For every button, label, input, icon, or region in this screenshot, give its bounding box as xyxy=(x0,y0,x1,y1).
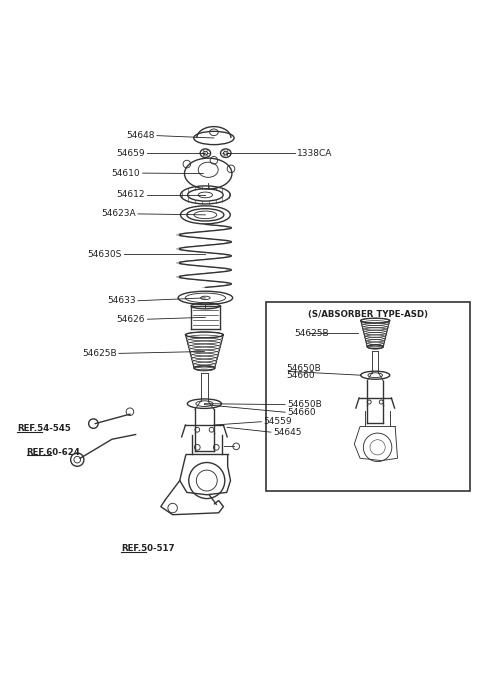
Text: 54645: 54645 xyxy=(273,428,302,436)
Text: 54623A: 54623A xyxy=(101,209,136,218)
Text: REF.54-545: REF.54-545 xyxy=(17,424,71,433)
Text: 54659: 54659 xyxy=(117,148,145,158)
Text: (S/ABSORBER TYPE-ASD): (S/ABSORBER TYPE-ASD) xyxy=(308,311,428,319)
Text: 54660: 54660 xyxy=(288,408,316,417)
Text: REF.60-624: REF.60-624 xyxy=(26,447,80,457)
Text: 54559: 54559 xyxy=(264,417,292,426)
Text: 54650B: 54650B xyxy=(288,400,322,409)
Text: 1338CA: 1338CA xyxy=(297,148,332,158)
Bar xyxy=(266,302,470,491)
Text: 54626: 54626 xyxy=(117,315,145,324)
Text: 54633: 54633 xyxy=(107,296,136,305)
Text: 54650B: 54650B xyxy=(286,364,321,373)
Text: 54630S: 54630S xyxy=(87,250,121,259)
Text: REF.50-517: REF.50-517 xyxy=(121,544,175,553)
Text: 54625B: 54625B xyxy=(82,349,117,358)
Text: 54648: 54648 xyxy=(126,131,155,140)
Text: 54612: 54612 xyxy=(117,190,145,200)
Text: 54610: 54610 xyxy=(112,168,140,178)
Text: 54660: 54660 xyxy=(286,371,315,380)
Text: 54625B: 54625B xyxy=(295,329,329,338)
